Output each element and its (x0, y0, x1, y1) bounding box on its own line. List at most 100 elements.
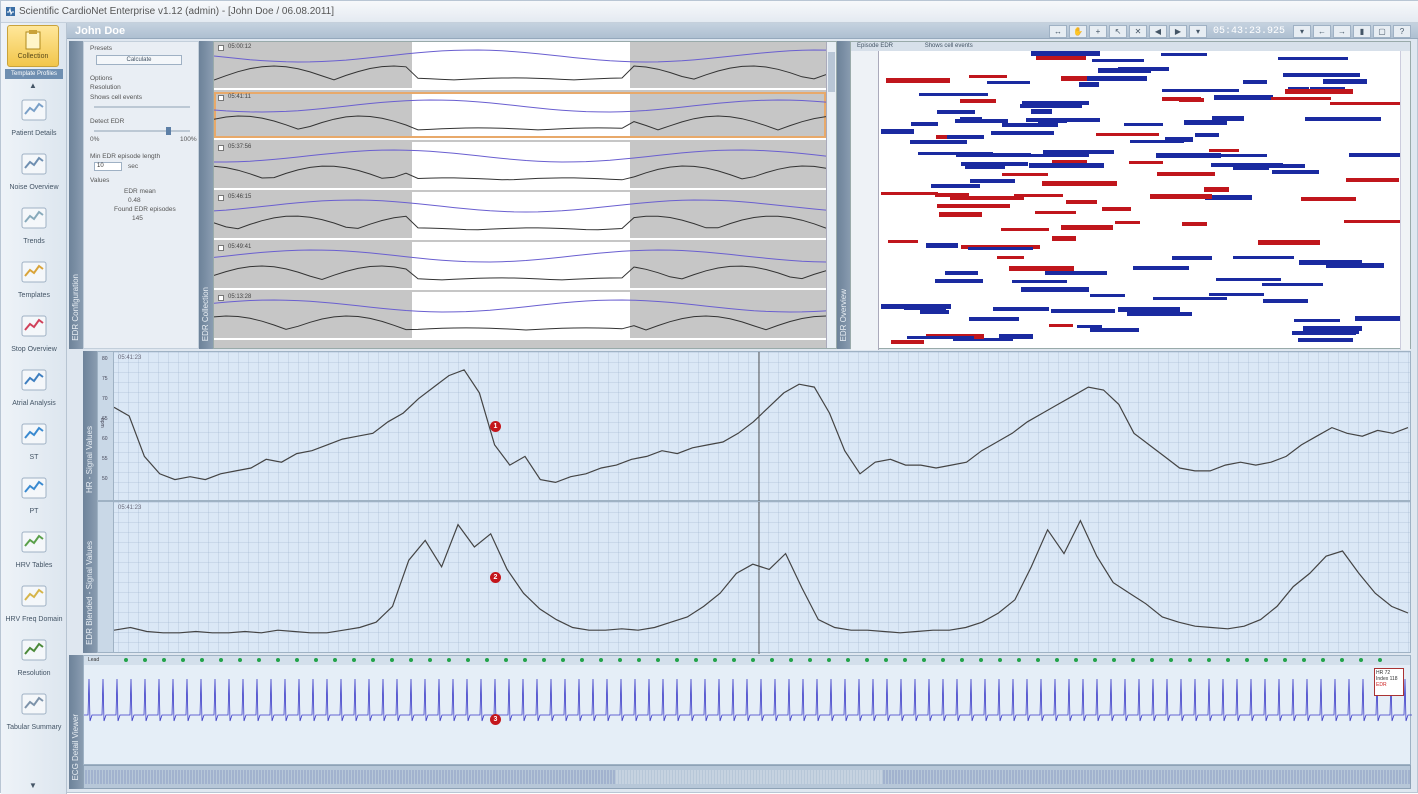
epochs-scrollbar[interactable] (826, 42, 836, 348)
arrow-left-icon[interactable]: ← (1313, 25, 1331, 38)
sidebar-item-tabular-summary[interactable]: Tabular Summary (3, 687, 65, 741)
sidebar-scroll-up-icon[interactable]: ▲ (29, 81, 37, 90)
beat-marker[interactable] (314, 658, 318, 662)
beat-marker[interactable] (770, 658, 774, 662)
window-icon[interactable]: ▢ (1373, 25, 1391, 38)
sidebar-item-noise-overview[interactable]: Noise Overview (3, 147, 65, 201)
beat-marker[interactable] (808, 658, 812, 662)
beat-marker[interactable] (846, 658, 850, 662)
zoom-in-icon[interactable]: + (1089, 25, 1107, 38)
sidebar-tab-template-profiles[interactable]: Template Profiles (5, 69, 63, 79)
beat-marker[interactable] (219, 658, 223, 662)
sidebar-item-st[interactable]: ST (3, 417, 65, 471)
pointer-icon[interactable]: ↖ (1109, 25, 1127, 38)
sidebar-item-hrv-tables[interactable]: HRV Tables (3, 525, 65, 579)
beat-marker[interactable] (523, 658, 527, 662)
beat-marker[interactable] (1340, 658, 1344, 662)
collection-button[interactable]: Collection (7, 25, 59, 67)
beat-marker[interactable] (371, 658, 375, 662)
beat-marker[interactable] (1359, 658, 1363, 662)
beat-marker[interactable] (979, 658, 983, 662)
beat-marker[interactable] (903, 658, 907, 662)
sidebar-item-trends[interactable]: Trends (3, 201, 65, 255)
legend-cell-events[interactable]: Shows cell events (925, 43, 973, 49)
ecg-detail-panel[interactable]: Lead HR 72 Index 118 EDR (83, 655, 1411, 765)
beat-marker[interactable] (1017, 658, 1021, 662)
beat-marker[interactable] (827, 658, 831, 662)
sidebar-item-stop-overview[interactable]: Stop Overview (3, 309, 65, 363)
beat-marker[interactable] (181, 658, 185, 662)
beat-marker[interactable] (1169, 658, 1173, 662)
beat-marker[interactable] (941, 658, 945, 662)
beat-marker[interactable] (656, 658, 660, 662)
beat-marker[interactable] (542, 658, 546, 662)
timeline-scrollbar[interactable] (83, 765, 1411, 789)
beat-marker[interactable] (1036, 658, 1040, 662)
beat-marker[interactable] (485, 658, 489, 662)
beat-marker[interactable] (1264, 658, 1268, 662)
sidebar-item-atrial-analysis[interactable]: Atrial Analysis (3, 363, 65, 417)
beat-marker[interactable] (238, 658, 242, 662)
hr-chart-panel[interactable]: bpm 80 75 70 65 60 55 50 05:41:23 (97, 351, 1411, 501)
beat-marker[interactable] (884, 658, 888, 662)
forward-icon[interactable]: ▶ (1169, 25, 1187, 38)
beat-annotation-bar[interactable] (84, 656, 1410, 665)
beat-marker[interactable] (751, 658, 755, 662)
beat-marker[interactable] (1112, 658, 1116, 662)
lead-label[interactable]: Lead (88, 657, 99, 663)
beat-marker[interactable] (333, 658, 337, 662)
epoch-row[interactable]: 05:13:28 (214, 292, 826, 340)
beat-marker[interactable] (1131, 658, 1135, 662)
beat-marker[interactable] (618, 658, 622, 662)
beat-marker[interactable] (1245, 658, 1249, 662)
beat-marker[interactable] (409, 658, 413, 662)
epoch-row[interactable]: 05:41:11 (214, 92, 826, 140)
epoch-row[interactable]: 05:00:12 (214, 42, 826, 90)
beat-marker[interactable] (1283, 658, 1287, 662)
min-episode-spinner[interactable]: 10 (94, 162, 122, 171)
sidebar-item-hrv-freq[interactable]: HRV Freq Domain (3, 579, 65, 633)
beat-marker[interactable] (1226, 658, 1230, 662)
sidebar-item-resolution[interactable]: Resolution (3, 633, 65, 687)
beat-marker[interactable] (675, 658, 679, 662)
beat-marker[interactable] (1093, 658, 1097, 662)
option-detect-edr[interactable]: Detect EDR (90, 118, 124, 125)
back-icon[interactable]: ◀ (1149, 25, 1167, 38)
legend-episode[interactable]: Episode EDR (857, 43, 893, 49)
epoch-row[interactable]: 05:49:41 (214, 242, 826, 290)
arrow-right-icon[interactable]: → (1333, 25, 1351, 38)
beat-marker[interactable] (428, 658, 432, 662)
beat-marker[interactable] (561, 658, 565, 662)
beat-marker[interactable] (1207, 658, 1211, 662)
help-icon[interactable]: ? (1393, 25, 1411, 38)
beat-marker[interactable] (200, 658, 204, 662)
beat-marker[interactable] (295, 658, 299, 662)
sidebar-item-templates[interactable]: Templates (3, 255, 65, 309)
edr-slider[interactable] (94, 130, 190, 132)
epoch-row[interactable]: 05:37:56 (214, 142, 826, 190)
beat-marker[interactable] (504, 658, 508, 662)
beat-marker[interactable] (352, 658, 356, 662)
overview-heatmap[interactable] (880, 51, 1400, 350)
dropdown-icon[interactable]: ▾ (1189, 25, 1207, 38)
beat-marker[interactable] (637, 658, 641, 662)
beat-marker[interactable] (1074, 658, 1078, 662)
beat-marker[interactable] (1055, 658, 1059, 662)
sidebar-item-patient-details[interactable]: Patient Details (3, 93, 65, 147)
beat-marker[interactable] (1302, 658, 1306, 662)
beat-marker[interactable] (257, 658, 261, 662)
pin-icon[interactable]: ▮ (1353, 25, 1371, 38)
beat-marker[interactable] (466, 658, 470, 662)
beat-marker[interactable] (599, 658, 603, 662)
overview-scrollbar[interactable] (1400, 51, 1410, 350)
calculate-button[interactable]: Calculate (96, 55, 182, 65)
beat-marker[interactable] (713, 658, 717, 662)
beat-marker[interactable] (865, 658, 869, 662)
edr-chart-panel[interactable]: 05:41:23 (97, 501, 1411, 653)
beat-marker[interactable] (789, 658, 793, 662)
epoch-row[interactable]: 05:46:15 (214, 192, 826, 240)
hand-icon[interactable]: ✋ (1069, 25, 1087, 38)
beat-marker[interactable] (390, 658, 394, 662)
beat-marker[interactable] (694, 658, 698, 662)
beat-marker[interactable] (998, 658, 1002, 662)
